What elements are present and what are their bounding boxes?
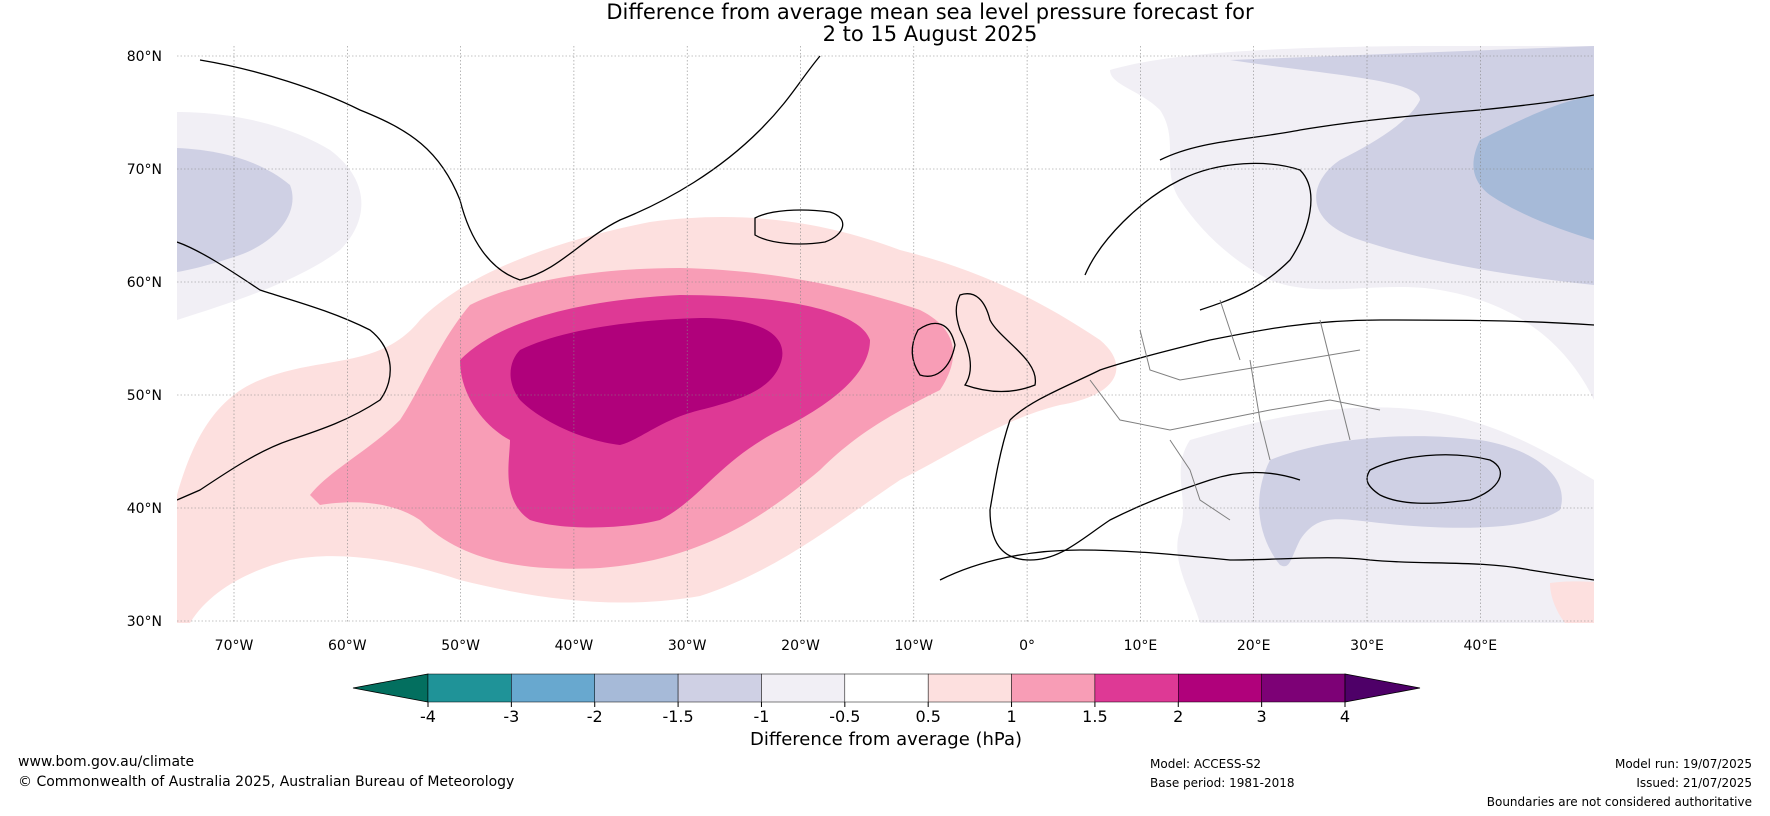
lat-label: 50°N (127, 388, 162, 404)
lon-label: 70°W (215, 638, 254, 654)
copyright-text: © Commonwealth of Australia 2025, Austra… (18, 774, 515, 790)
latitude-labels: 80°N 70°N 60°N 50°N 40°N 30°N (127, 49, 162, 630)
negative-anomaly-shading (177, 46, 1594, 623)
colorbar-tick-label: -4 (420, 707, 436, 726)
colorbar-tick-label: -0.5 (829, 707, 860, 726)
colorbar-tick-label: 3 (1257, 707, 1267, 726)
map-title-line1: Difference from average mean sea level p… (606, 0, 1254, 24)
lon-label: 30°E (1350, 638, 1384, 654)
issued-label: Issued: 21/07/2025 (1636, 776, 1752, 790)
colorbar-bin (427, 673, 512, 703)
colorbar-tick-label: 0.5 (915, 707, 940, 726)
colorbar-tick-label: -2 (587, 707, 603, 726)
country-borders (1089, 299, 1381, 521)
lon-label: 10°W (894, 638, 933, 654)
map-title-line2: 2 to 15 August 2025 (822, 22, 1038, 46)
lon-label: 10°E (1124, 638, 1158, 654)
lat-label: 70°N (127, 162, 162, 178)
lon-label: 40°E (1463, 638, 1497, 654)
lon-label: 30°W (668, 638, 707, 654)
positive-anomaly-shading (177, 217, 1117, 623)
colorbar-bin (927, 673, 1012, 703)
colorbar-tick-label: 2 (1173, 707, 1183, 726)
colorbar-tick-label: 4 (1340, 707, 1350, 726)
colorbar-bin (1261, 673, 1346, 703)
colorbar-bin (761, 673, 846, 703)
colorbar-bin (511, 673, 595, 703)
colorbar-extend-low (352, 673, 429, 703)
colorbar-bin (677, 673, 762, 703)
colorbar-tick-label: -1 (753, 707, 769, 726)
lon-label: 20°E (1237, 638, 1271, 654)
colorbar-tick-label: 1.5 (1082, 707, 1107, 726)
colorbar-extend-high (1344, 673, 1421, 703)
colorbar-bin (844, 673, 929, 703)
colorbar-bin (1094, 673, 1179, 703)
lat-label: 30°N (127, 614, 162, 630)
colorbar-tick-label: -3 (503, 707, 519, 726)
colorbar-tick-label: 1 (1006, 707, 1016, 726)
lat-label: 40°N (127, 501, 162, 517)
colorbar-bin (1178, 673, 1262, 703)
lon-label: 60°W (328, 638, 367, 654)
lat-label: 80°N (127, 49, 162, 65)
colorbar-bin (594, 673, 679, 703)
base-period-label: Base period: 1981-2018 (1150, 776, 1295, 790)
colorbar-title: Difference from average (hPa) (750, 729, 1022, 750)
lat-label: 60°N (127, 275, 162, 291)
lon-label: 20°W (781, 638, 820, 654)
coastlines (177, 55, 1594, 581)
colorbar-tick-label: -1.5 (662, 707, 693, 726)
model-run-label: Model run: 19/07/2025 (1614, 757, 1752, 771)
colorbar: -4 -3 -2 -1.5 -1 -0.5 0.5 1 1.5 2 3 4 (352, 673, 1421, 726)
lon-label: 0° (1019, 638, 1035, 654)
website-link[interactable]: www.bom.gov.au/climate (18, 754, 195, 770)
model-label: Model: ACCESS-S2 (1150, 757, 1262, 771)
colorbar-bin (1011, 673, 1096, 703)
longitude-labels: 70°W 60°W 50°W 40°W 30°W 20°W 10°W 0° 10°E 20°E 30… (215, 638, 1497, 654)
graticule (177, 46, 1594, 623)
disclaimer-text: Boundaries are not considered authoritat… (1486, 795, 1752, 809)
lon-label: 50°W (441, 638, 480, 654)
lon-label: 40°W (555, 638, 594, 654)
